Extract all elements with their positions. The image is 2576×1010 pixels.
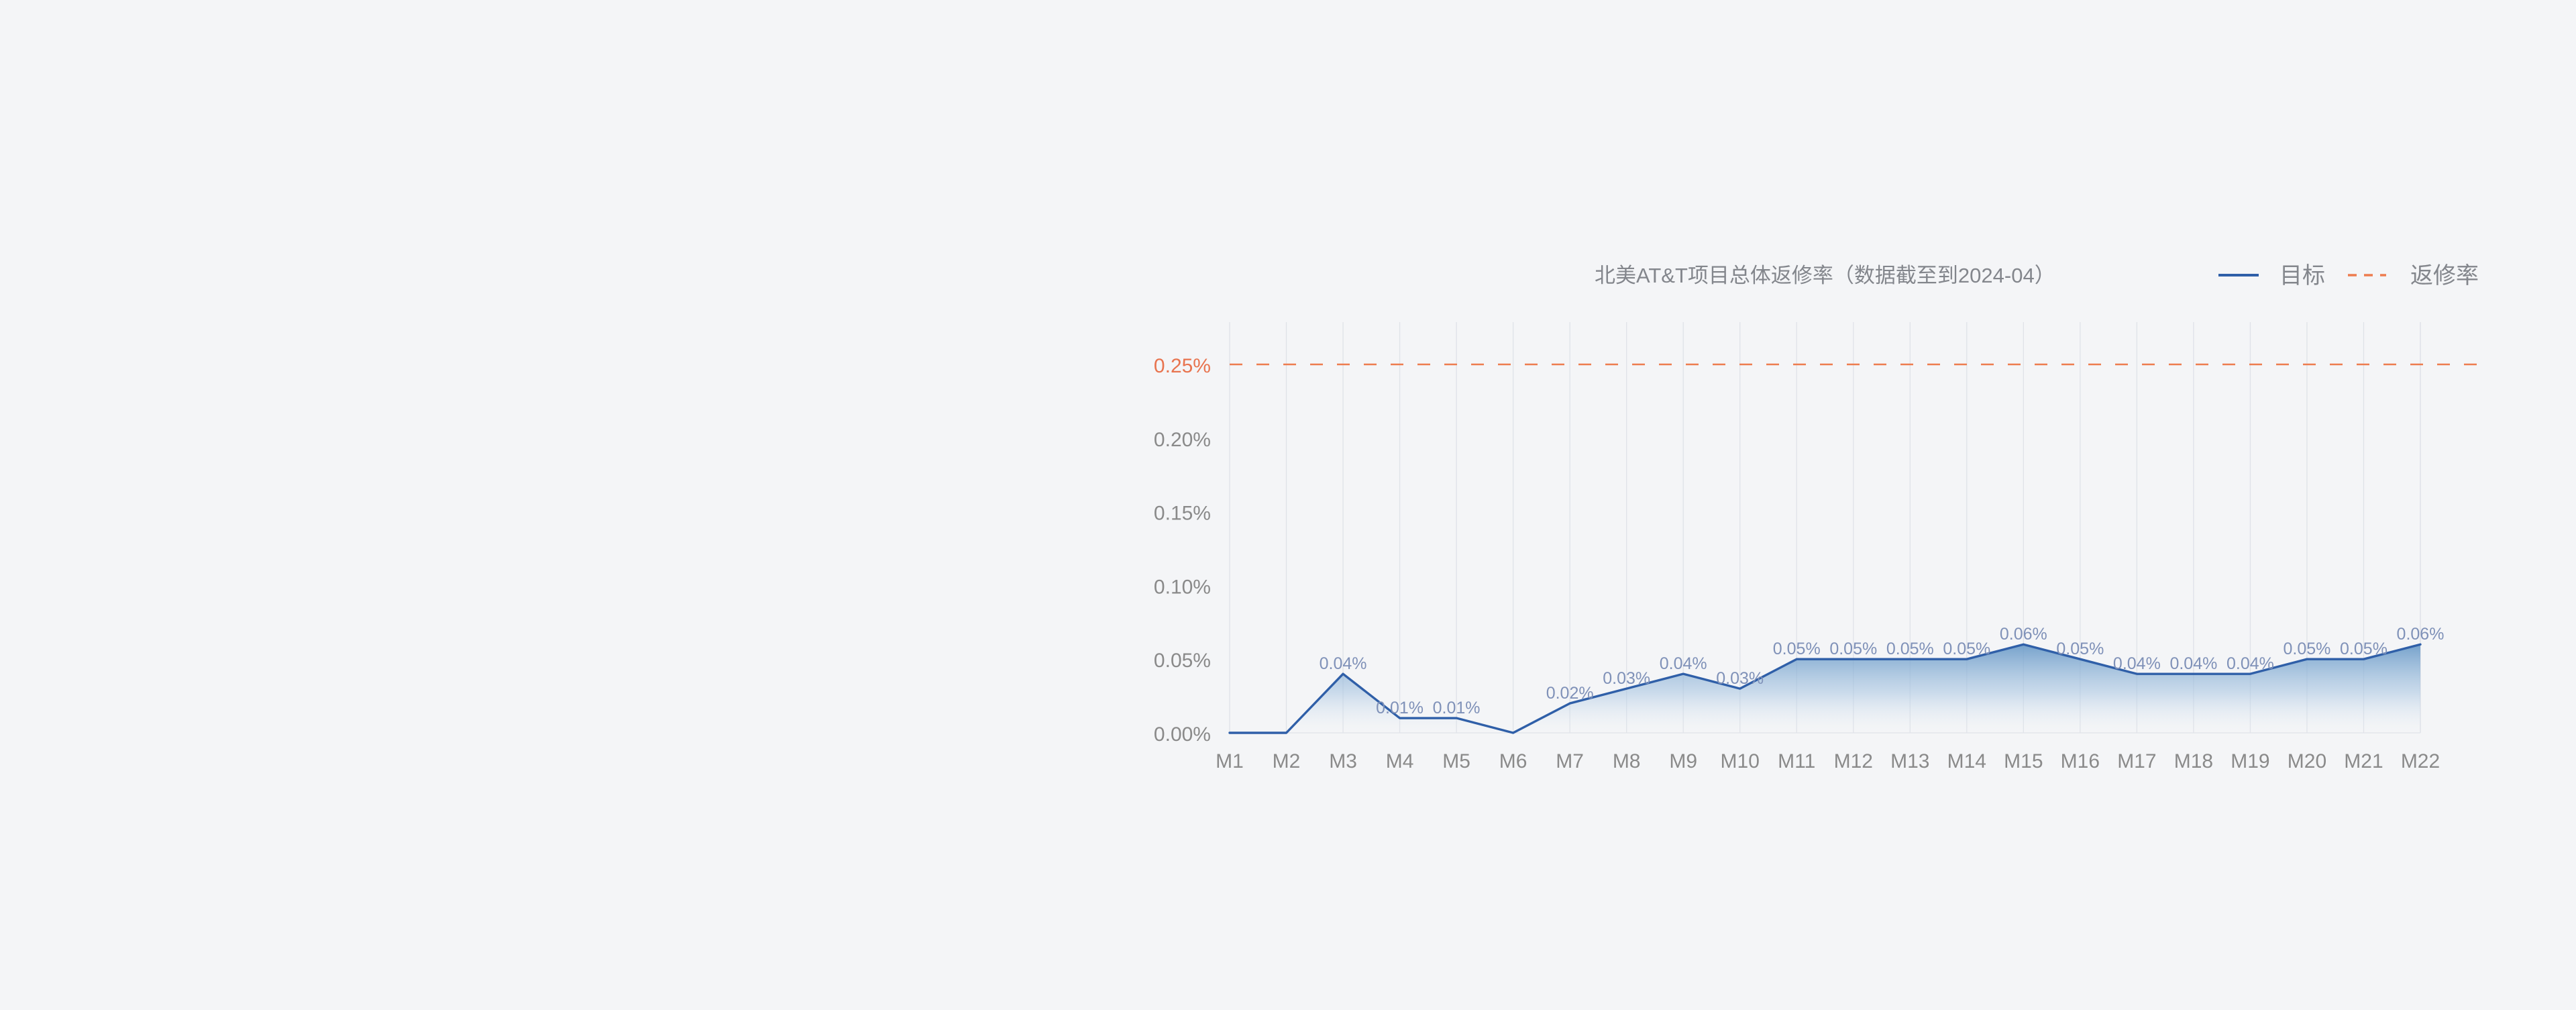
svg-text:M1: M1 bbox=[1216, 750, 1244, 772]
svg-text:0.00%: 0.00% bbox=[1154, 723, 1211, 746]
svg-text:M18: M18 bbox=[2174, 750, 2213, 772]
svg-text:0.03%: 0.03% bbox=[1716, 669, 1764, 688]
svg-text:0.20%: 0.20% bbox=[1154, 429, 1211, 451]
svg-text:返修率: 返修率 bbox=[2410, 263, 2479, 289]
svg-text:0.04%: 0.04% bbox=[2226, 654, 2274, 673]
svg-text:M15: M15 bbox=[2004, 750, 2043, 772]
svg-text:M17: M17 bbox=[2117, 750, 2156, 772]
svg-text:北美AT&T项目总体返修率（数据截至到2024-04）: 北美AT&T项目总体返修率（数据截至到2024-04） bbox=[1595, 264, 2055, 287]
svg-text:0.02%: 0.02% bbox=[1546, 684, 1594, 703]
svg-text:M2: M2 bbox=[1273, 750, 1301, 772]
svg-text:M10: M10 bbox=[1721, 750, 1760, 772]
svg-text:0.04%: 0.04% bbox=[2169, 654, 2217, 673]
svg-text:0.01%: 0.01% bbox=[1376, 699, 1424, 717]
svg-text:M16: M16 bbox=[2061, 750, 2100, 772]
svg-text:0.05%: 0.05% bbox=[1773, 640, 1821, 658]
svg-text:0.06%: 0.06% bbox=[2000, 625, 2047, 644]
svg-text:M5: M5 bbox=[1442, 750, 1470, 772]
svg-text:0.04%: 0.04% bbox=[1320, 654, 1367, 673]
svg-text:0.05%: 0.05% bbox=[2284, 640, 2331, 658]
svg-text:M9: M9 bbox=[1669, 750, 1697, 772]
svg-text:0.01%: 0.01% bbox=[1433, 699, 1481, 717]
svg-text:M8: M8 bbox=[1613, 750, 1641, 772]
svg-text:0.05%: 0.05% bbox=[1943, 640, 1990, 658]
svg-text:M4: M4 bbox=[1386, 750, 1414, 772]
svg-text:0.06%: 0.06% bbox=[2397, 625, 2445, 644]
svg-text:M19: M19 bbox=[2231, 750, 2269, 772]
svg-text:0.05%: 0.05% bbox=[1154, 650, 1211, 672]
svg-text:0.05%: 0.05% bbox=[1829, 640, 1877, 658]
svg-text:M13: M13 bbox=[1890, 750, 1929, 772]
svg-text:M12: M12 bbox=[1834, 750, 1873, 772]
svg-text:0.03%: 0.03% bbox=[1603, 669, 1650, 688]
svg-text:0.25%: 0.25% bbox=[1154, 355, 1211, 377]
svg-text:M14: M14 bbox=[1947, 750, 1986, 772]
svg-text:M11: M11 bbox=[1778, 750, 1815, 772]
svg-text:M21: M21 bbox=[2344, 750, 2383, 772]
svg-text:0.04%: 0.04% bbox=[2113, 654, 2161, 673]
svg-text:目标: 目标 bbox=[2279, 263, 2325, 289]
svg-text:M6: M6 bbox=[1499, 750, 1527, 772]
svg-text:0.05%: 0.05% bbox=[2340, 640, 2387, 658]
svg-text:0.05%: 0.05% bbox=[2056, 640, 2104, 658]
svg-text:0.04%: 0.04% bbox=[1660, 654, 1707, 673]
svg-text:M3: M3 bbox=[1329, 750, 1357, 772]
svg-text:M7: M7 bbox=[1556, 750, 1584, 772]
svg-text:M22: M22 bbox=[2401, 750, 2440, 772]
svg-text:0.15%: 0.15% bbox=[1154, 503, 1211, 525]
svg-text:M20: M20 bbox=[2288, 750, 2326, 772]
svg-text:0.10%: 0.10% bbox=[1154, 576, 1211, 598]
svg-text:0.05%: 0.05% bbox=[1886, 640, 1934, 658]
